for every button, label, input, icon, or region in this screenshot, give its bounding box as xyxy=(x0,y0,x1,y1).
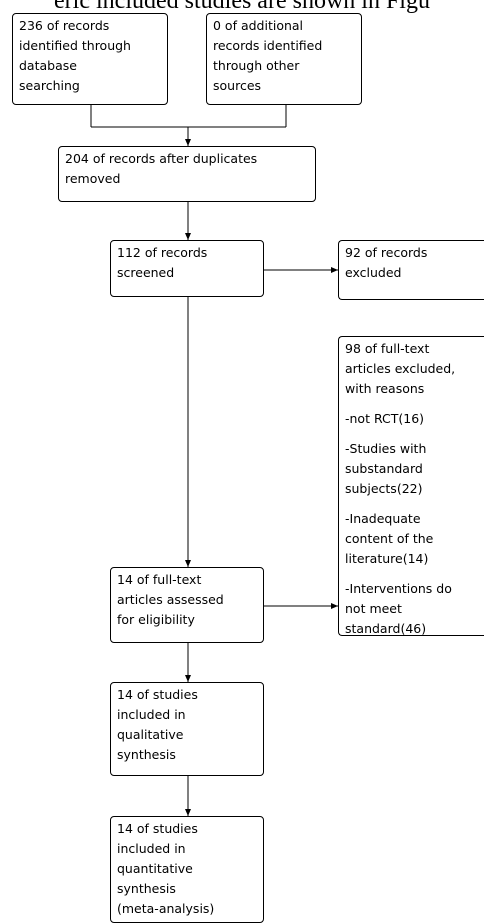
box-records-screened: 112 of records screened xyxy=(110,240,264,297)
exclusion-reason: -not RCT(16) xyxy=(345,411,425,426)
exclusion-reason: -Studies with substandard subjects(22) xyxy=(345,441,427,496)
box-records-excluded: 92 of records excluded xyxy=(338,240,484,300)
exclusion-reason: -Inadequate content of the literature(14… xyxy=(345,511,434,566)
box-fulltext-excluded: 98 of full-text articles excluded, with … xyxy=(338,336,484,636)
header-text-fragment: eric included studies are shown in Figu xyxy=(54,0,430,14)
box-after-duplicates: 204 of records after duplicates removed xyxy=(58,146,316,202)
box-assessed-eligibility: 14 of full-text articles assessed for el… xyxy=(110,567,264,643)
box-identified-other-sources: 0 of additional records identified throu… xyxy=(206,13,362,105)
exclusion-reason: -Interventions do not meet standard(46) xyxy=(345,581,452,636)
box-quantitative-synthesis: 14 of studies included in quantitative s… xyxy=(110,816,264,923)
box-qualitative-synthesis: 14 of studies included in qualitative sy… xyxy=(110,682,264,776)
fulltext-excluded-title: 98 of full-text articles excluded, with … xyxy=(345,341,456,396)
box-identified-database: 236 of records identified through databa… xyxy=(12,13,168,105)
